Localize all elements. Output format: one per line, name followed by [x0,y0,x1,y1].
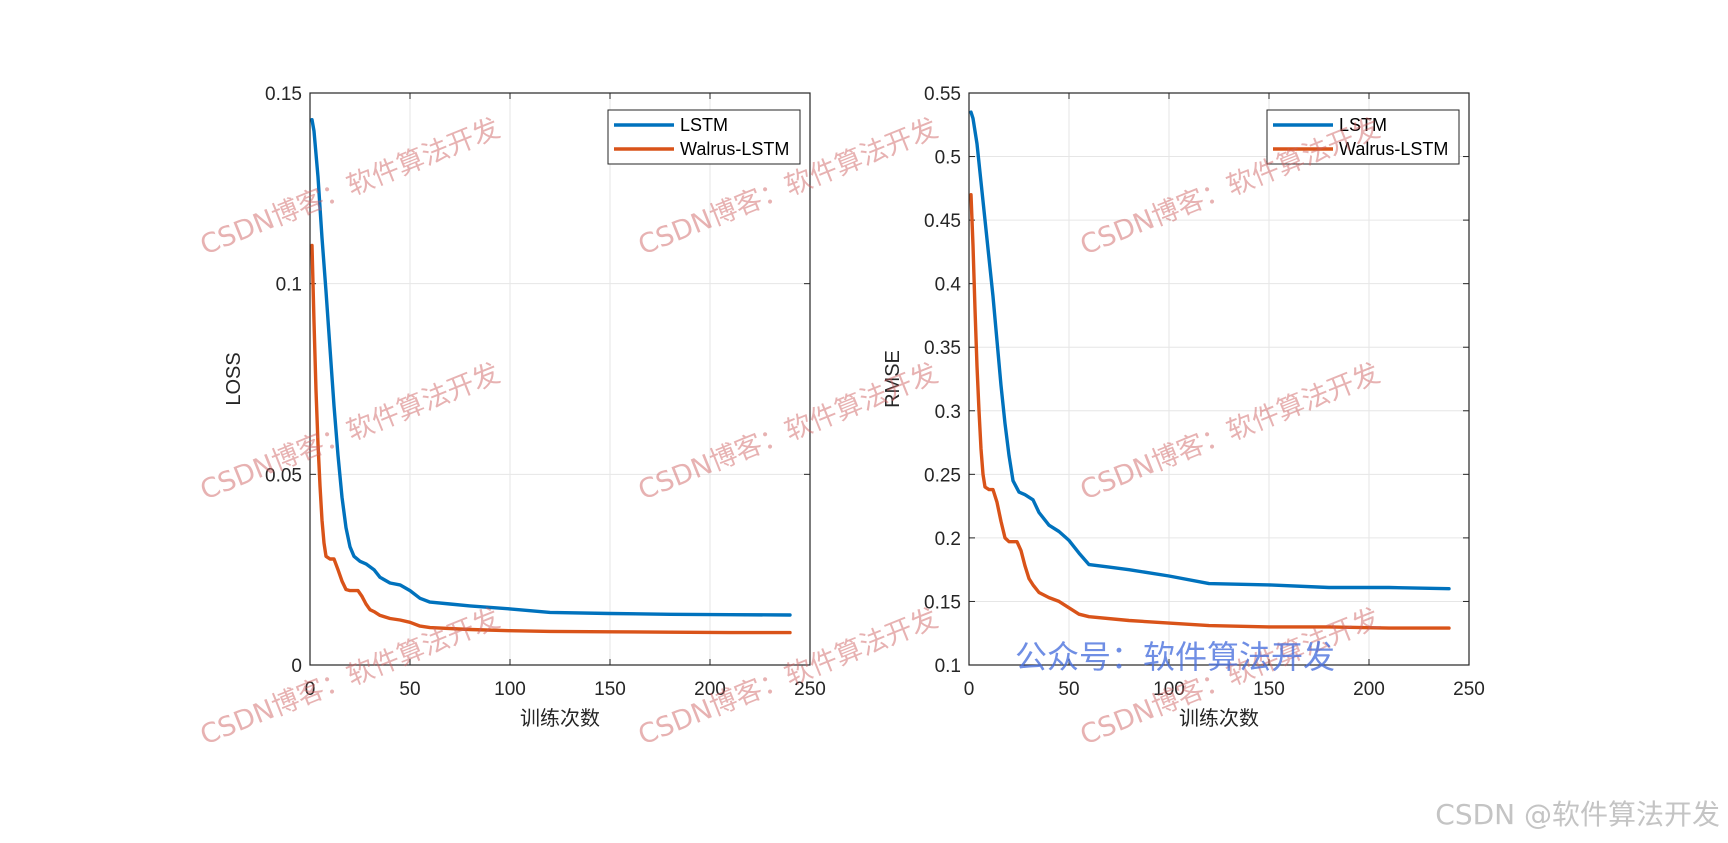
x-tick-label: 250 [794,679,826,700]
chart-panel-2: 0 50 100 150 200 250 0.1 0.15 0.2 0.25 0.3 0.35 0.4 0… [882,84,1485,730]
x-axis-title: 训练次数 [520,707,600,730]
x-tick-label: 50 [399,679,420,700]
axes-box [309,92,811,666]
series-line-lstm [969,110,1451,591]
chart-panel-1: 0 50 100 150 200 250 0 0.05 0.1 0.15 训练次数 LOSS LSTM W… [223,84,826,730]
x-tick-label: 200 [1353,679,1385,700]
y-tick-label: 0.25 [924,465,961,486]
x-tick-label: 150 [1253,679,1285,700]
y-tick-label: 0.2 [935,529,961,550]
legend-label-lstm: LSTM [680,115,728,135]
y-tick-label: 0 [291,656,302,677]
legend-box [1266,109,1460,165]
footer-watermark: CSDN @软件算法开发 [1435,798,1720,831]
series-line-lstm [310,118,792,617]
legend-box [607,109,801,165]
legend: LSTM Walrus-LSTM [1266,109,1460,165]
y-tick-label: 0.4 [935,275,962,296]
y-tick-label: 0.15 [924,592,961,613]
x-axis-title: 训练次数 [1179,707,1259,730]
y-tick-label: 0.45 [924,211,961,232]
x-tick-label: 0 [964,679,975,700]
y-axis-title: RMSE [882,350,904,408]
plot-area [969,93,1469,665]
x-tick-label: 50 [1058,679,1079,700]
x-tick-label: 250 [1453,679,1485,700]
y-tick-label: 0.05 [265,465,302,486]
x-tick-label: 150 [594,679,626,700]
legend-label-lstm: LSTM [1339,115,1387,135]
x-tick-label: 200 [694,679,726,700]
y-tick-label: 0.55 [924,84,961,105]
legend: LSTM Walrus-LSTM [607,109,801,165]
y-tick-label: 0.35 [924,338,961,359]
x-tick-label: 100 [1153,679,1185,700]
y-tick-label: 0.1 [935,656,961,677]
y-tick-label: 0.3 [935,402,961,423]
x-tick-label: 100 [494,679,526,700]
y-tick-label: 0.1 [276,275,302,296]
series-line-walrus-lstm [969,193,1451,630]
public-account-watermark: 公众号：软件算法开发 [1015,638,1335,676]
legend-label-walrus-lstm: Walrus-LSTM [1339,139,1448,159]
axes-box [968,92,1470,666]
y-tick-label: 0.5 [935,148,961,169]
y-axis-title: LOSS [223,352,245,405]
y-tick-label: 0.15 [265,84,302,105]
series-line-walrus-lstm [310,243,792,635]
legend-label-walrus-lstm: Walrus-LSTM [680,139,789,159]
plot-area [310,93,810,665]
x-tick-label: 0 [305,679,316,700]
